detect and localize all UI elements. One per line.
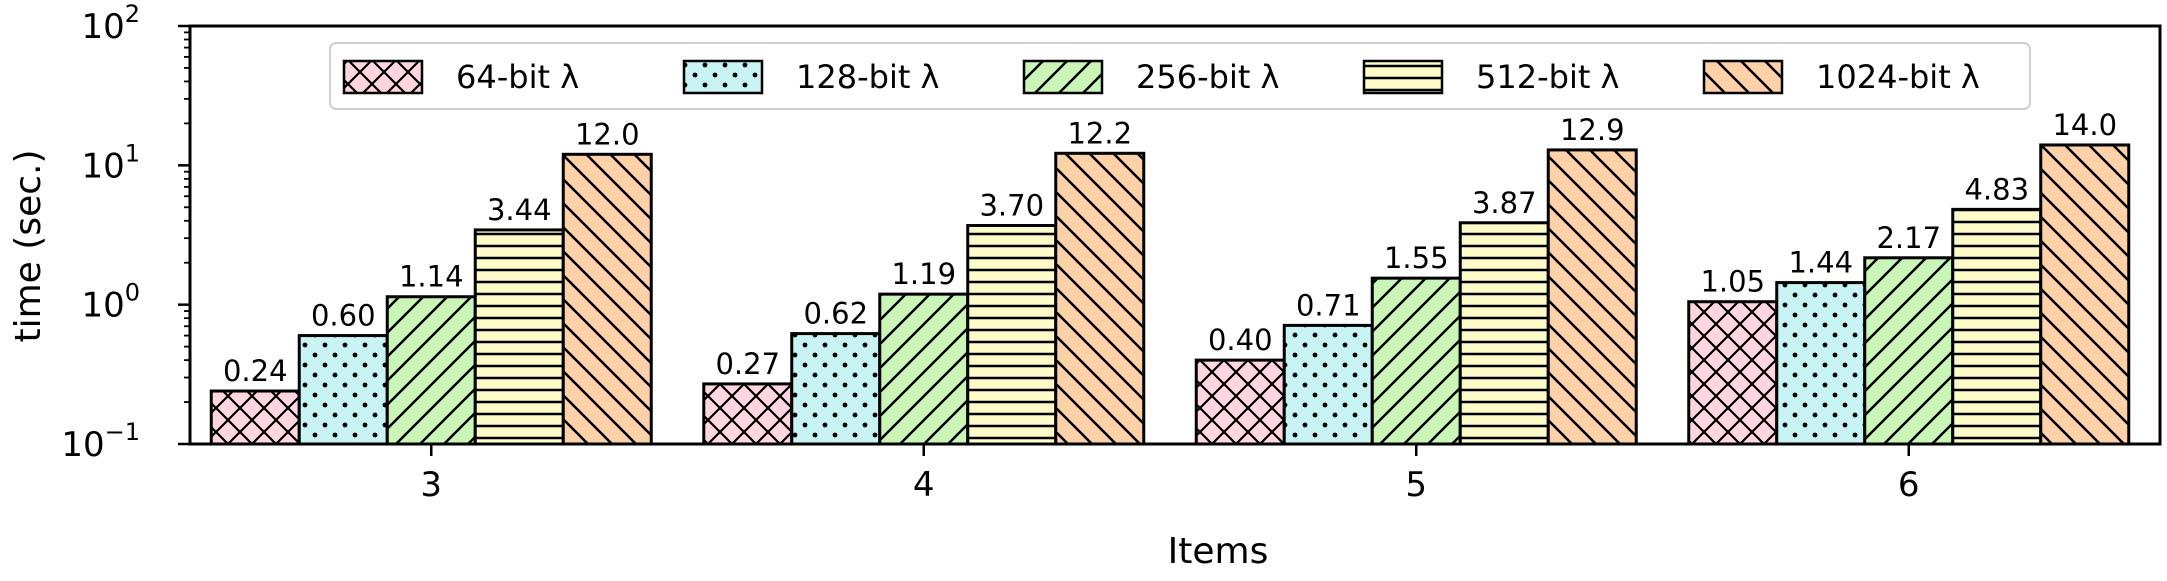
bar-1024bit-item-5 xyxy=(1546,148,1638,446)
bar-hatch xyxy=(1863,256,1955,446)
bar-hatch xyxy=(2039,143,2131,446)
bar-512bit-item-3 xyxy=(473,228,565,446)
bar-64bit-item-5 xyxy=(1194,358,1286,446)
legend-label: 256-bit λ xyxy=(1136,58,1279,96)
data-label: 1.05 xyxy=(1700,265,1765,299)
y-tick-label: 101 xyxy=(81,139,140,186)
x-tick-label: 5 xyxy=(1405,465,1427,505)
bar-hatch xyxy=(1951,207,2043,446)
data-label: 2.17 xyxy=(1876,221,1941,255)
data-label: 12.2 xyxy=(1067,116,1132,150)
data-label: 0.27 xyxy=(715,347,780,381)
bar-256bit-item-5 xyxy=(1370,276,1462,446)
bar-hatch xyxy=(1370,276,1462,446)
bar-1024bit-item-4 xyxy=(1054,151,1146,446)
bar-hatch xyxy=(473,228,565,446)
axes-layer: 10−1 100 101 102 3 4 5 6 xyxy=(61,0,2162,505)
legend-label: 128-bit λ xyxy=(796,58,939,96)
data-label: 4.83 xyxy=(1964,172,2029,206)
bar-512bit-item-6 xyxy=(1951,207,2043,446)
legend: 64-bit λ 128-bit λ 256-bit λ 512-bit λ 1024-… xyxy=(329,42,2031,110)
legend-entry: 1024-bit λ xyxy=(1702,58,1980,96)
data-label: 14.0 xyxy=(2052,108,2117,142)
legend-label: 512-bit λ xyxy=(1476,58,1619,96)
y-tick-label: 102 xyxy=(81,0,140,47)
bar-128bit-item-4 xyxy=(790,332,882,446)
data-label: 3.44 xyxy=(487,193,552,227)
bar-hatch xyxy=(1546,148,1638,446)
legend-swatch xyxy=(1702,59,1784,95)
bar-256bit-item-4 xyxy=(878,292,970,446)
legend-entry: 256-bit λ xyxy=(1022,58,1279,96)
bar-512bit-item-5 xyxy=(1458,221,1550,446)
bar-64bit-item-6 xyxy=(1687,300,1779,446)
bar-hatch xyxy=(1775,281,1867,446)
data-label: 0.62 xyxy=(803,297,868,331)
bar-256bit-item-3 xyxy=(385,295,477,446)
y-tick-label: 100 xyxy=(81,279,140,326)
bar-hatch xyxy=(561,152,653,446)
data-label: 0.24 xyxy=(223,354,288,388)
bar-hatch xyxy=(1054,151,1146,446)
bar-128bit-item-5 xyxy=(1282,323,1374,446)
bar-hatch xyxy=(966,223,1058,446)
bar-128bit-item-3 xyxy=(297,334,389,446)
x-tick-label: 3 xyxy=(420,465,442,505)
bar-hatch xyxy=(790,332,882,446)
plot-frame xyxy=(188,24,2162,446)
bar-hatch xyxy=(1458,221,1550,446)
x-tick-label: 6 xyxy=(1898,465,1920,505)
x-axis-title: Items xyxy=(1168,531,1269,572)
legend-swatch xyxy=(1362,59,1444,95)
legend-entry: 128-bit λ xyxy=(682,58,939,96)
legend-entry: 64-bit λ xyxy=(342,58,579,96)
x-tick-label: 4 xyxy=(913,465,935,505)
bar-1024bit-item-6 xyxy=(2039,143,2131,446)
data-label: 1.44 xyxy=(1788,246,1853,280)
data-label: 1.19 xyxy=(891,257,956,291)
legend-label: 1024-bit λ xyxy=(1816,58,1980,96)
data-labels-layer: 0.24 0.27 0.40 1.05 0.60 0.62 0.71 1.44 1.14 1.19… xyxy=(223,108,2117,388)
bar-256bit-item-6 xyxy=(1863,256,1955,446)
bar-hatch xyxy=(1282,323,1374,446)
legend-swatch xyxy=(1022,59,1104,95)
data-label: 3.70 xyxy=(979,188,1044,222)
bars-layer xyxy=(209,143,2131,446)
data-label: 0.40 xyxy=(1208,323,1273,357)
bar-hatch xyxy=(297,334,389,446)
data-label: 12.9 xyxy=(1560,113,1625,147)
data-label: 12.0 xyxy=(575,117,640,151)
legend-swatch xyxy=(682,59,764,95)
legend-entry: 512-bit λ xyxy=(1362,58,1619,96)
y-tick-label: 10−1 xyxy=(61,418,140,465)
bar-64bit-item-3 xyxy=(209,389,301,446)
data-label: 1.14 xyxy=(399,260,464,294)
bar-hatch xyxy=(1194,358,1286,446)
bar-512bit-item-4 xyxy=(966,223,1058,446)
bar-hatch xyxy=(702,382,794,446)
bar-hatch xyxy=(1687,300,1779,446)
data-label: 0.60 xyxy=(311,299,376,333)
bar-hatch xyxy=(209,389,301,446)
bar-1024bit-item-3 xyxy=(561,152,653,446)
bar-hatch xyxy=(385,295,477,446)
data-label: 0.71 xyxy=(1296,288,1361,322)
data-label: 1.55 xyxy=(1384,241,1449,275)
legend-swatch xyxy=(342,59,424,95)
bar-128bit-item-6 xyxy=(1775,281,1867,446)
y-axis-title: time (sec.) xyxy=(8,149,49,342)
bar-64bit-item-4 xyxy=(702,382,794,446)
data-label: 3.87 xyxy=(1472,186,1537,220)
legend-label: 64-bit λ xyxy=(456,58,579,96)
bar-hatch xyxy=(878,292,970,446)
